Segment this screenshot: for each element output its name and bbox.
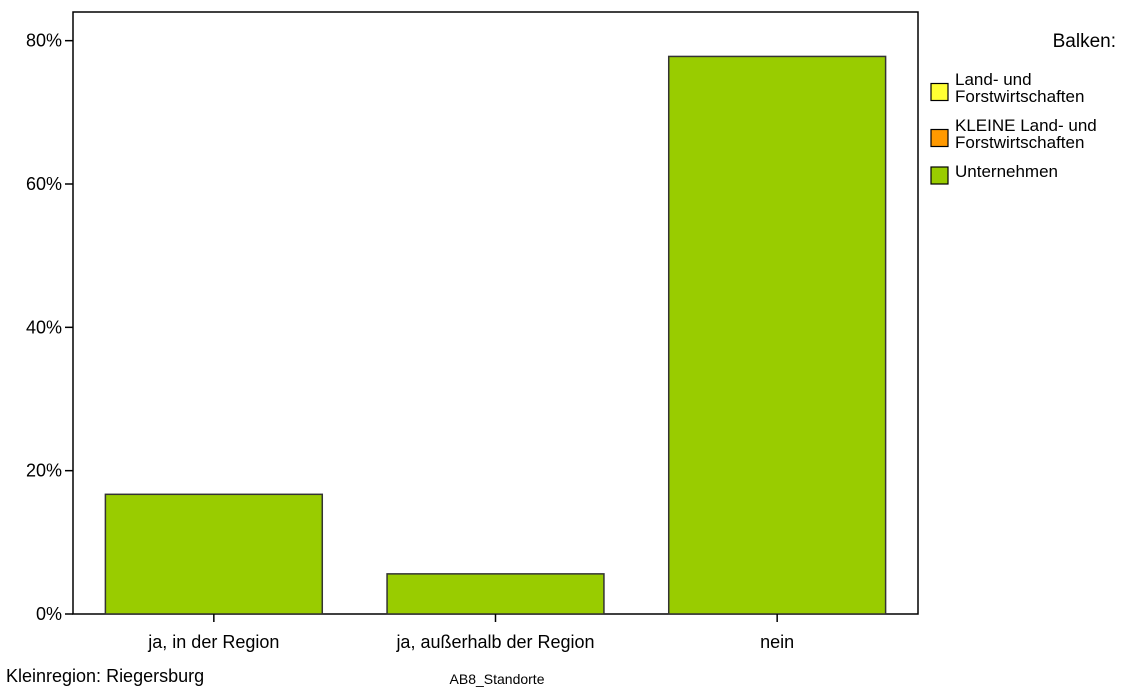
legend-title: Balken: (1053, 31, 1116, 52)
y-tick-label: 80% (26, 31, 62, 51)
x-axis: ja, in der Region ja, außerhalb der Regio… (147, 614, 794, 652)
x-tick-label: ja, in der Region (147, 632, 279, 652)
legend-label: KLEINE Land- und (955, 116, 1097, 135)
legend-label: Unternehmen (955, 162, 1058, 181)
y-tick-label: 40% (26, 317, 62, 337)
legend-label: Forstwirtschaften (955, 133, 1084, 152)
bars (104, 55, 887, 615)
legend: Balken: Land- undForstwirtschaftenKLEINE… (930, 31, 1116, 185)
x-tick-label: ja, außerhalb der Region (395, 632, 594, 652)
legend-swatch (930, 82, 949, 102)
x-axis-label: AB8_Standorte (450, 671, 545, 687)
y-axis: 0% 20% 40% 60% 80% (26, 31, 73, 624)
bar-3 (667, 55, 887, 615)
bar-1 (104, 493, 324, 615)
y-tick-label: 20% (26, 461, 62, 481)
x-tick-label: nein (760, 632, 794, 652)
legend-swatch (930, 166, 949, 185)
y-tick-label: 0% (36, 604, 62, 624)
legend-label: Land- und (955, 70, 1032, 89)
footnote: Kleinregion: Riegersburg (6, 666, 204, 686)
bar-2 (386, 573, 605, 615)
legend-swatch (930, 128, 949, 148)
y-tick-label: 60% (26, 174, 62, 194)
legend-label: Forstwirtschaften (955, 87, 1084, 106)
